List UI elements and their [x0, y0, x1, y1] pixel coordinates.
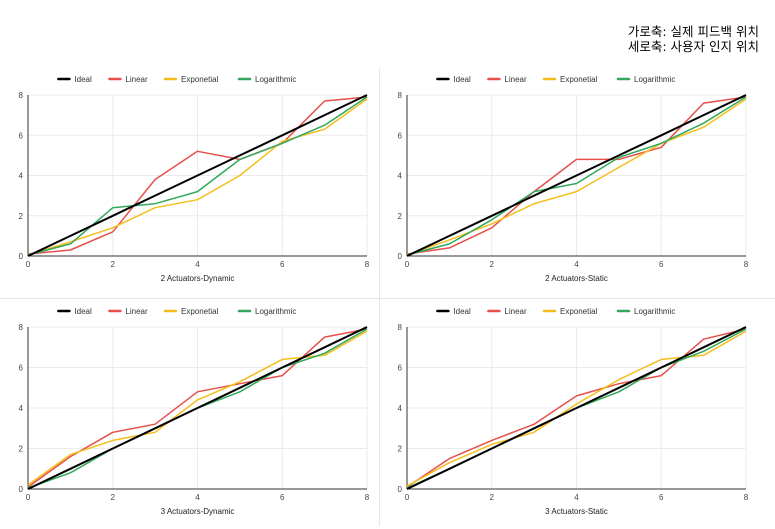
y-tick-label: 0: [19, 252, 24, 261]
series-line-linear: [27, 96, 368, 255]
series-line-exponetial: [27, 98, 368, 256]
legend-item-exponetial: Exponetial: [542, 75, 598, 84]
legend-item-ideal: Ideal: [436, 307, 471, 316]
legend-item-logarithmic: Logarithmic: [237, 75, 296, 84]
y-tick-label: 2: [398, 445, 403, 454]
x-tick-label: 0: [26, 260, 31, 269]
legend-label-ideal: Ideal: [453, 307, 471, 316]
legend-item-linear: Linear: [487, 75, 527, 84]
legend-item-exponetial: Exponetial: [542, 307, 598, 316]
legend-label-logarithmic: Logarithmic: [255, 75, 296, 84]
x-tick-label: 4: [574, 260, 579, 269]
y-tick-label: 8: [398, 323, 403, 332]
chart-3-actuators-dynamic: 0 2 4 6 8 0 2 4 6 8 Ideal Linear Exponetial Logarithm…: [19, 307, 370, 516]
y-tick-label: 4: [398, 172, 403, 181]
x-tick-label: 0: [405, 260, 410, 269]
legend-item-logarithmic: Logarithmic: [616, 75, 675, 84]
y-tick-label: 4: [398, 404, 403, 413]
legend-label-logarithmic: Logarithmic: [634, 307, 675, 316]
x-tick-label: 8: [365, 260, 370, 269]
legend-item-ideal: Ideal: [57, 75, 92, 84]
y-tick-label: 8: [19, 91, 24, 100]
legend-item-exponetial: Exponetial: [163, 307, 219, 316]
x-axis-description: 가로축: 실제 피드백 위치: [627, 24, 759, 39]
y-tick-label: 2: [19, 212, 24, 221]
x-tick-label: 6: [280, 493, 285, 502]
series-line-linear: [406, 96, 747, 255]
y-tick-label: 6: [19, 364, 24, 373]
series-line-ideal: [406, 326, 747, 490]
series-line-linear: [27, 328, 368, 488]
legend-label-exponetial: Exponetial: [560, 75, 598, 84]
legend-label-linear: Linear: [504, 75, 527, 84]
x-tick-label: 6: [659, 493, 664, 502]
chart-2-actuators-dynamic: 0 2 4 6 8 0 2 4 6 8 Ideal Linear Exponetial Logarithm…: [19, 75, 370, 283]
legend-item-exponetial: Exponetial: [163, 75, 219, 84]
axis-description: 가로축: 실제 피드백 위치 세로축: 사용자 인지 위치: [628, 24, 759, 54]
y-tick-label: 0: [398, 252, 403, 261]
x-tick-label: 8: [744, 260, 749, 269]
series-line-ideal: [27, 94, 368, 257]
legend-label-ideal: Ideal: [74, 307, 92, 316]
x-tick-label: 0: [405, 493, 410, 502]
series-line-ideal: [406, 94, 747, 257]
y-tick-label: 6: [19, 131, 24, 140]
x-tick-label: 6: [280, 260, 285, 269]
legend-item-linear: Linear: [487, 307, 527, 316]
series-line-linear: [406, 328, 747, 488]
chart-title-3-actuators-dynamic: 3 Actuators-Dynamic: [161, 507, 235, 516]
x-tick-label: 4: [574, 493, 579, 502]
x-tick-label: 2: [490, 260, 495, 269]
horizontal-divider: [0, 298, 775, 299]
x-tick-label: 6: [659, 260, 664, 269]
legend-label-linear: Linear: [125, 307, 148, 316]
x-tick-label: 8: [744, 493, 749, 502]
y-tick-label: 0: [398, 485, 403, 494]
legend-label-exponetial: Exponetial: [560, 307, 598, 316]
chart-title-2-actuators-static: 2 Actuators-Static: [545, 274, 608, 283]
y-tick-label: 8: [398, 91, 403, 100]
x-tick-label: 2: [111, 493, 116, 502]
legend-item-linear: Linear: [108, 307, 148, 316]
legend-item-logarithmic: Logarithmic: [616, 307, 675, 316]
y-tick-label: 6: [398, 131, 403, 140]
series-line-exponetial: [406, 98, 747, 256]
legend-label-exponetial: Exponetial: [181, 307, 219, 316]
chart-2-actuators-static: 0 2 4 6 8 0 2 4 6 8 Ideal Linear Exponetial Logarithm…: [398, 75, 749, 283]
y-tick-label: 2: [19, 445, 24, 454]
legend-label-ideal: Ideal: [74, 75, 92, 84]
legend-item-ideal: Ideal: [436, 75, 471, 84]
legend-label-linear: Linear: [504, 307, 527, 316]
chart-title-3-actuators-static: 3 Actuators-Static: [545, 507, 608, 516]
y-tick-label: 8: [19, 323, 24, 332]
x-tick-label: 4: [195, 493, 200, 502]
vertical-divider: [379, 68, 380, 526]
y-tick-label: 4: [19, 404, 24, 413]
x-tick-label: 2: [490, 493, 495, 502]
legend-label-logarithmic: Logarithmic: [634, 75, 675, 84]
legend-label-exponetial: Exponetial: [181, 75, 219, 84]
series-line-logarithmic: [406, 96, 747, 256]
x-tick-label: 4: [195, 260, 200, 269]
legend-item-ideal: Ideal: [57, 307, 92, 316]
legend-label-logarithmic: Logarithmic: [255, 307, 296, 316]
y-axis-description: 세로축: 사용자 인지 위치: [627, 39, 759, 54]
y-tick-label: 2: [398, 212, 403, 221]
chart-3-actuators-static: 0 2 4 6 8 0 2 4 6 8 Ideal Linear Exponetial Logarithm…: [398, 307, 749, 516]
x-tick-label: 2: [111, 260, 116, 269]
legend-item-linear: Linear: [108, 75, 148, 84]
series-line-logarithmic: [27, 96, 368, 256]
legend-item-logarithmic: Logarithmic: [237, 307, 296, 316]
y-tick-label: 4: [19, 172, 24, 181]
legend-label-linear: Linear: [125, 75, 148, 84]
x-tick-label: 8: [365, 493, 370, 502]
y-tick-label: 6: [398, 364, 403, 373]
series-line-exponetial: [27, 330, 368, 486]
y-tick-label: 0: [19, 485, 24, 494]
series-line-ideal: [27, 326, 368, 490]
chart-title-2-actuators-dynamic: 2 Actuators-Dynamic: [161, 274, 235, 283]
legend-label-ideal: Ideal: [453, 75, 471, 84]
x-tick-label: 0: [26, 493, 31, 502]
